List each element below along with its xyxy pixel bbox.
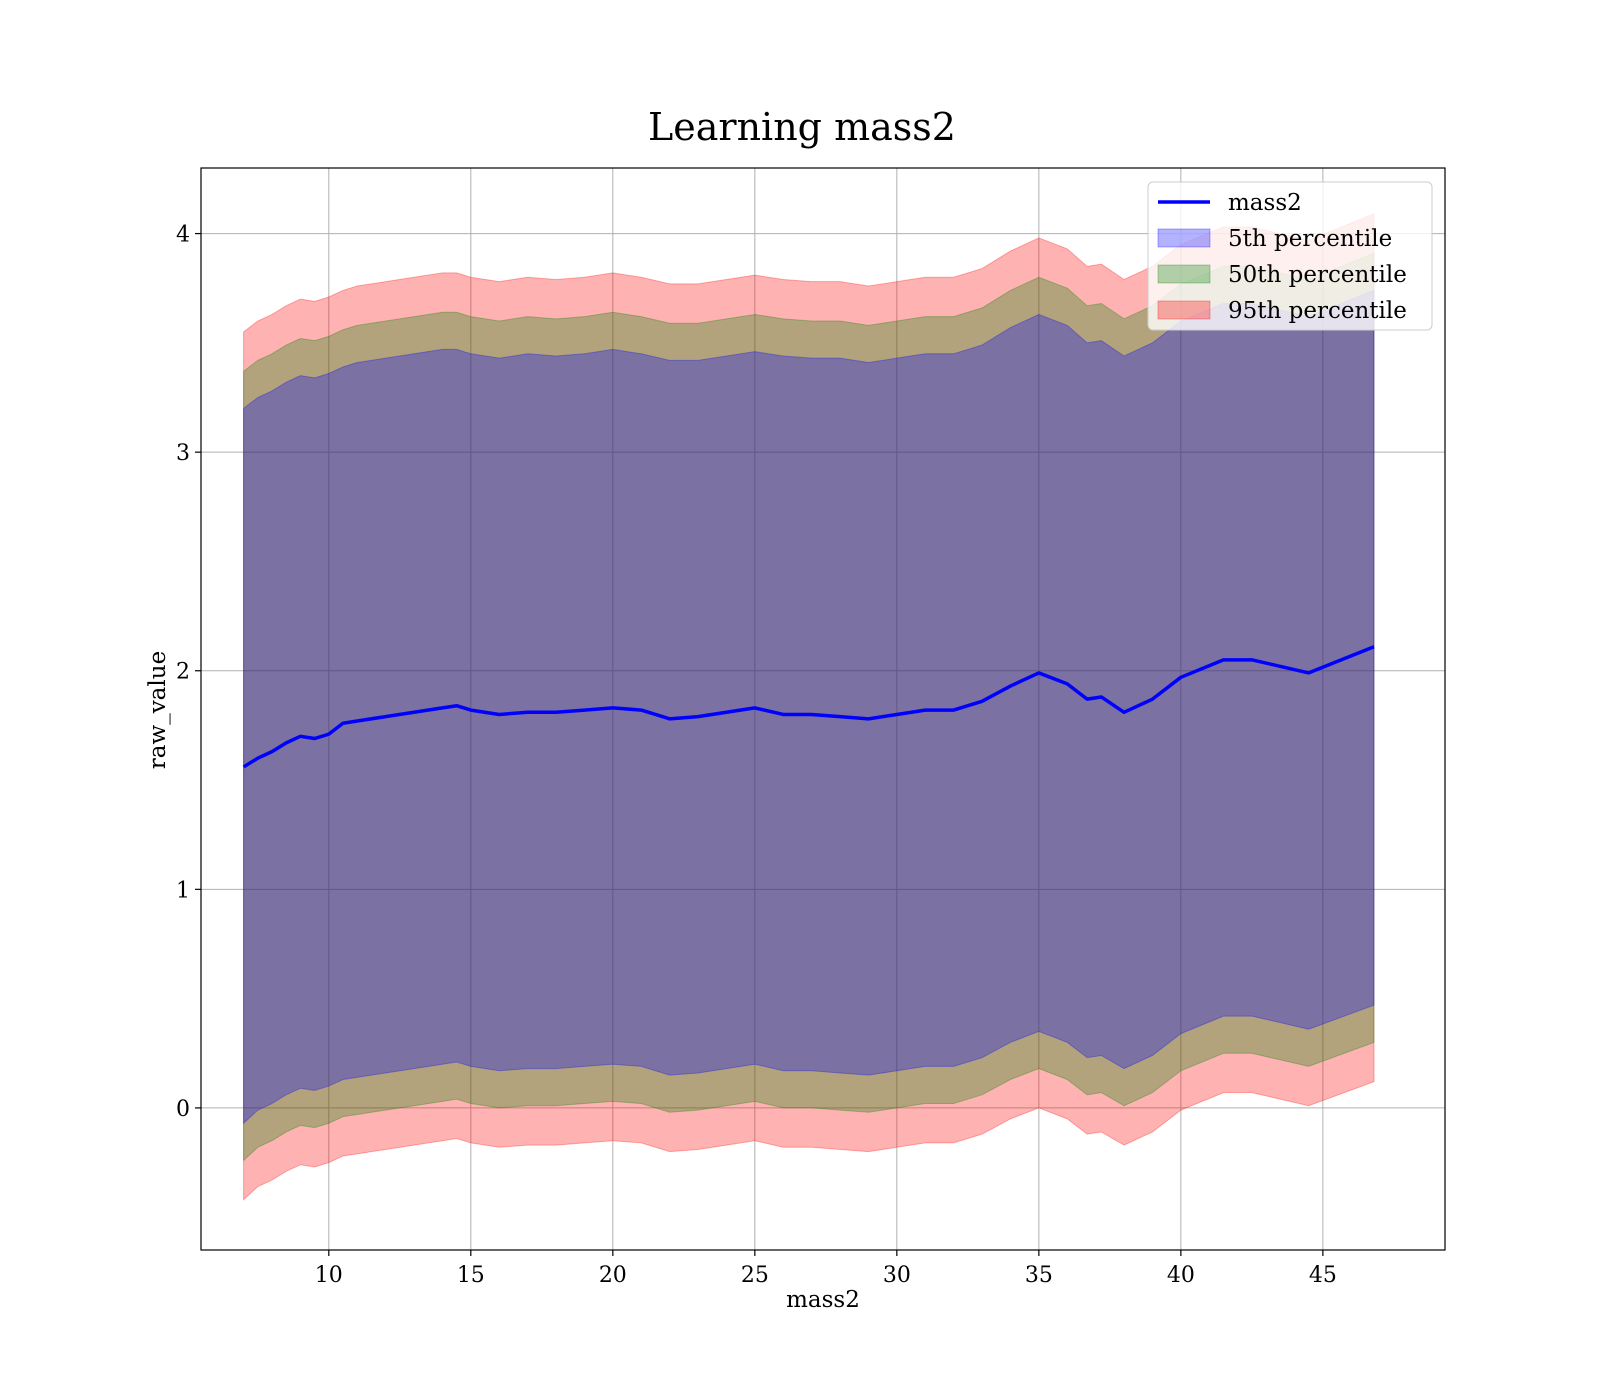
- y-tick-label: 4: [176, 223, 190, 248]
- x-tick-label: 15: [457, 1263, 485, 1288]
- x-tick-label: 10: [315, 1263, 343, 1288]
- legend-swatch-50th-percentile: [1157, 264, 1211, 284]
- x-tick-label: 25: [741, 1263, 769, 1288]
- x-axis-title: mass2: [786, 1287, 860, 1313]
- y-tick-label: 0: [176, 1097, 190, 1122]
- legend-swatch-5th-percentile: [1157, 228, 1211, 248]
- x-axis-ticks: 10 15 20 25 30 35 40 45: [315, 1250, 1337, 1288]
- x-tick-label: 35: [1025, 1263, 1053, 1288]
- y-tick-label: 3: [176, 441, 190, 466]
- y-tick-label: 2: [176, 660, 190, 685]
- legend-swatch-95th-percentile: [1157, 300, 1211, 320]
- percentile-bands: [243, 213, 1375, 1201]
- band-95th-percentile: [243, 213, 1375, 1201]
- y-axis-title: raw_value: [145, 651, 171, 769]
- legend-label-95th-percentile: 95th percentile: [1228, 298, 1407, 324]
- legend-box: [1147, 181, 1433, 331]
- legend-label-mass2: mass2: [1228, 190, 1302, 216]
- series-lines: [242, 645, 1375, 769]
- chart-title: Learning mass2: [648, 105, 956, 149]
- legend-label-5th-percentile: 5th percentile: [1228, 226, 1392, 252]
- plot-area-frame: [200, 167, 1446, 1251]
- x-tick-label: 40: [1167, 1263, 1195, 1288]
- legend: mass2 5th percentile 50th percentile 95th p…: [1147, 181, 1433, 331]
- y-tick-label: 1: [176, 878, 190, 903]
- band-5th-percentile: [243, 289, 1375, 1125]
- x-tick-label: 45: [1309, 1263, 1337, 1288]
- series-line-mass2: [242, 645, 1375, 769]
- band-50th-percentile: [243, 252, 1375, 1162]
- y-axis-ticks: 0 1 2 3 4: [176, 223, 201, 1122]
- x-tick-label: 20: [599, 1263, 627, 1288]
- legend-label-50th-percentile: 50th percentile: [1228, 262, 1407, 288]
- x-tick-label: 30: [883, 1263, 911, 1288]
